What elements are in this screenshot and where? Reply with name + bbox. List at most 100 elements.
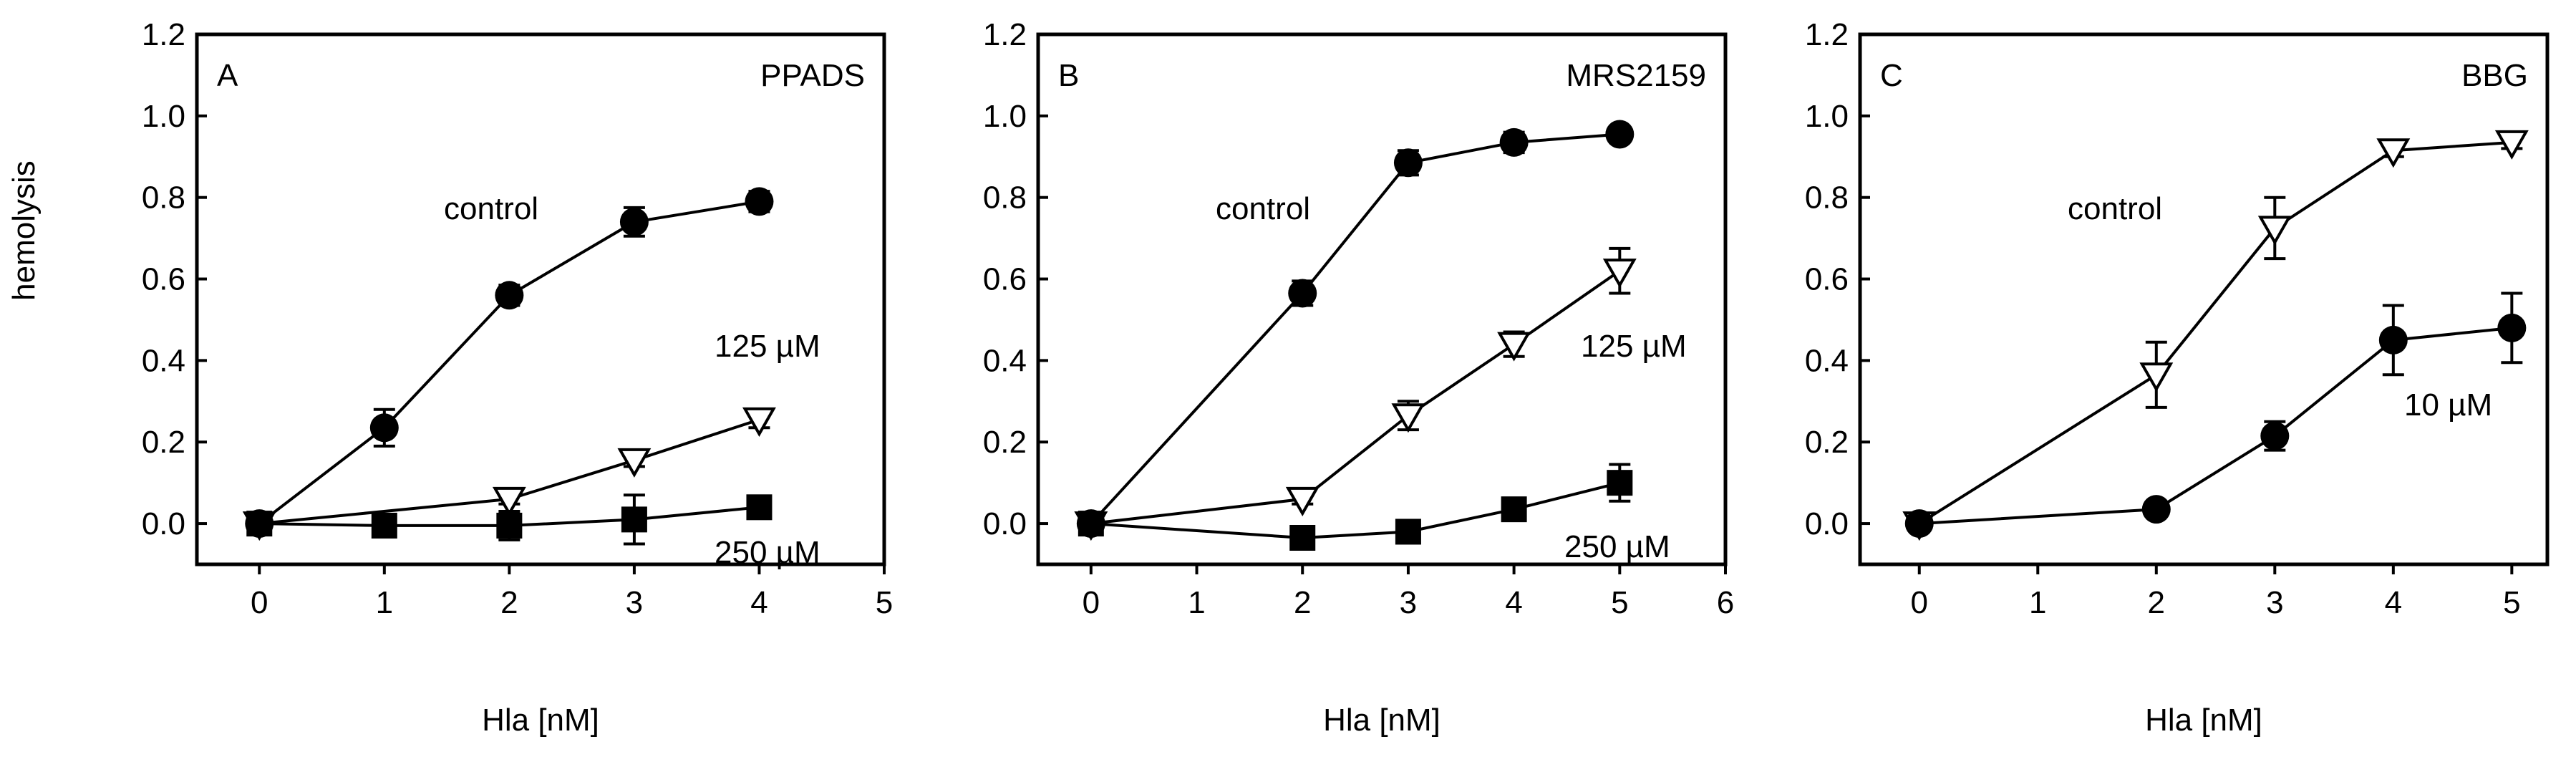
- panel-a-y-ticks: 0.0 0.2 0.4 0.6 0.8 1.0 1.2: [142, 17, 207, 541]
- x-tick-label: 6: [1717, 585, 1734, 620]
- y-tick-label: 1.2: [983, 17, 1027, 52]
- panel-c-x-axis-title: Hla [nM]: [2145, 703, 2262, 738]
- panel-a-series: [242, 187, 776, 546]
- y-tick-label: 0.4: [1805, 343, 1849, 378]
- data-point: [1499, 127, 1529, 157]
- data-point: [1393, 148, 1423, 178]
- series-line: [258, 200, 760, 525]
- y-tick-label: 0.0: [1805, 506, 1849, 541]
- panel-b-annotation-control: control: [1216, 191, 1310, 226]
- data-point: [2257, 216, 2292, 246]
- data-point: [1289, 525, 1316, 551]
- series-line: [1090, 481, 1620, 540]
- x-tick-label: 1: [1188, 585, 1205, 620]
- y-tick-label: 0.0: [983, 506, 1027, 541]
- y-tick-label: 0.4: [142, 343, 185, 378]
- data-point: [745, 187, 774, 216]
- series-control: [245, 187, 774, 539]
- series-control: [1076, 120, 1635, 539]
- x-tick-label: 4: [750, 585, 768, 620]
- data-point: [2494, 130, 2529, 160]
- x-tick-label: 2: [500, 585, 518, 620]
- panel-c-annotation-10: 10 µM: [2404, 387, 2492, 423]
- data-point: [496, 512, 523, 539]
- data-point: [746, 494, 773, 521]
- panel-c: 0.0 0.2 0.4 0.6 0.8 1.0 1.2 0 1 2 3 4 5 C BBG contr…: [1805, 17, 2550, 738]
- series-line: [1090, 269, 1621, 526]
- data-point: [495, 281, 524, 310]
- data-point: [369, 413, 399, 443]
- data-point: [1607, 470, 1633, 496]
- panel-a-annotation-125: 125 µM: [715, 329, 820, 364]
- series-125-m: [1074, 246, 1637, 541]
- x-tick-label: 5: [876, 585, 893, 620]
- panel-b-annotation-250: 250 µM: [1564, 529, 1670, 564]
- x-tick-label: 2: [2148, 585, 2165, 620]
- panel-c-y-ticks: 0.0 0.2 0.4 0.6 0.8 1.0 1.2: [1805, 17, 1870, 541]
- x-tick-label: 5: [1611, 585, 1628, 620]
- panel-b-x-axis-title: Hla [nM]: [1323, 703, 1440, 738]
- panel-a-annotation-control: control: [444, 191, 538, 226]
- y-axis-title: hemolysis: [6, 160, 42, 301]
- data-point: [1395, 519, 1421, 545]
- y-tick-label: 0.8: [142, 180, 185, 216]
- series-250-m: [246, 493, 773, 546]
- y-tick-label: 1.2: [1805, 17, 1849, 52]
- panel-a-title: PPADS: [760, 58, 865, 93]
- panel-a-frame: [195, 32, 886, 566]
- y-tick-label: 1.0: [983, 99, 1027, 134]
- y-tick-label: 1.0: [1805, 99, 1849, 134]
- data-point: [1602, 259, 1637, 289]
- panel-b-y-ticks: 0.0 0.2 0.4 0.6 0.8 1.0 1.2: [983, 17, 1048, 541]
- data-point: [2139, 362, 2174, 392]
- data-point: [1605, 120, 1635, 149]
- data-point: [1288, 279, 1317, 308]
- data-point: [2378, 325, 2408, 355]
- panel-a-x-axis-title: Hla [nM]: [482, 703, 599, 738]
- x-tick-label: 0: [1083, 585, 1100, 620]
- y-tick-label: 0.2: [983, 425, 1027, 460]
- x-tick-label: 1: [2029, 585, 2046, 620]
- x-tick-label: 3: [2266, 585, 2283, 620]
- panel-c-x-ticks: 0 1 2 3 4 5: [1911, 564, 2521, 620]
- x-tick-label: 4: [1505, 585, 1522, 620]
- data-point: [2260, 421, 2290, 450]
- y-tick-label: 0.2: [142, 425, 185, 460]
- data-point: [617, 448, 652, 478]
- y-tick-label: 0.2: [1805, 425, 1849, 460]
- data-point: [1078, 511, 1104, 537]
- panel-b-letter: B: [1058, 58, 1079, 93]
- data-point: [1497, 332, 1531, 362]
- data-point: [246, 511, 273, 537]
- data-point: [2497, 313, 2527, 342]
- data-point: [742, 407, 776, 437]
- series-10-m: [1904, 291, 2527, 539]
- x-tick-label: 0: [251, 585, 268, 620]
- data-point: [619, 207, 649, 236]
- x-tick-label: 4: [2385, 585, 2402, 620]
- panel-b-series: [1074, 120, 1637, 551]
- panel-c-series: [1902, 130, 2529, 541]
- series-250-m: [1078, 463, 1633, 551]
- data-point: [371, 512, 397, 539]
- data-point: [1501, 496, 1527, 523]
- panel-a-x-ticks: 0 1 2 3 4 5: [251, 564, 893, 620]
- panel-b-frame: [1036, 32, 1728, 566]
- data-point: [2141, 495, 2171, 524]
- data-point: [2376, 138, 2411, 168]
- series-line: [1090, 132, 1620, 525]
- y-tick-label: 0.8: [1805, 180, 1849, 216]
- y-tick-label: 0.6: [983, 262, 1027, 297]
- data-point: [492, 486, 526, 516]
- panel-c-title: BBG: [2461, 58, 2528, 93]
- y-tick-label: 0.6: [1805, 262, 1849, 297]
- y-tick-label: 0.4: [983, 343, 1027, 378]
- panel-b-title: MRS2159: [1566, 58, 1706, 93]
- data-point: [1285, 486, 1320, 516]
- y-tick-label: 0.6: [142, 262, 185, 297]
- panel-b-x-ticks: 0 1 2 3 4 5 6: [1083, 564, 1734, 620]
- panel-a-annotation-250: 250 µM: [715, 535, 820, 570]
- data-point: [621, 506, 647, 533]
- y-tick-label: 0.8: [983, 180, 1027, 216]
